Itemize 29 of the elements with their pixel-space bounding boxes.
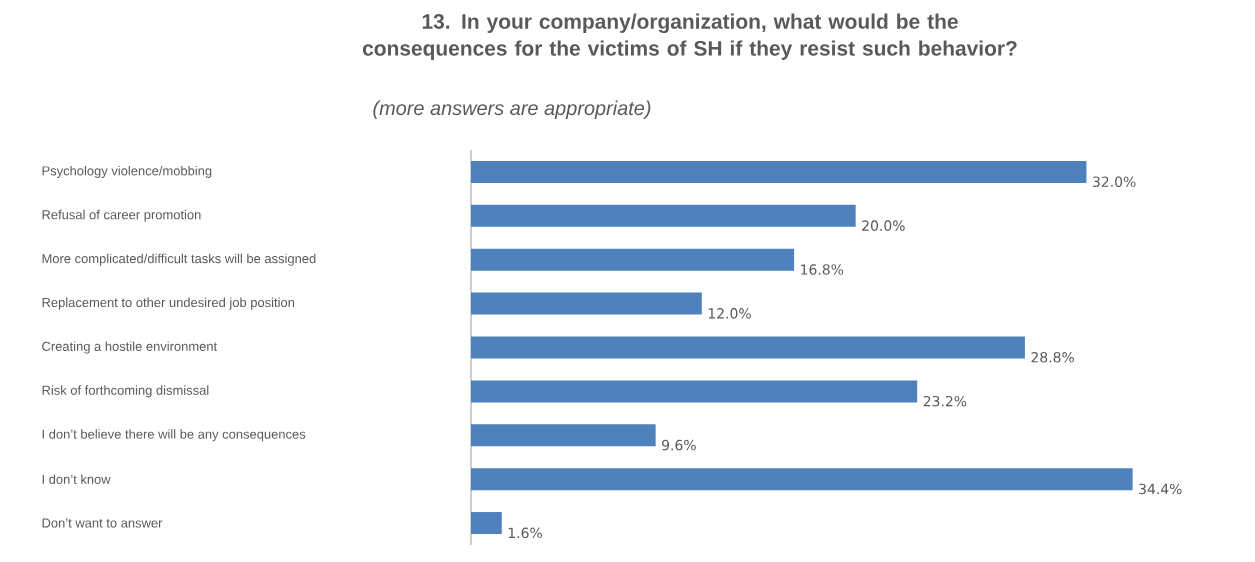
data-label: 1.6% xyxy=(508,527,542,539)
bar xyxy=(471,336,1025,359)
y-tick-label: I don’t know xyxy=(42,474,111,484)
y-tick-label: I don’t believe there will be any consequences xyxy=(42,429,306,442)
bar xyxy=(471,468,1133,491)
data-label: 23.2% xyxy=(923,395,967,407)
data-label: 28.8% xyxy=(1031,352,1074,363)
y-tick-label: Psychology violence/mobbing xyxy=(42,165,212,178)
data-label: 32.0% xyxy=(1093,176,1136,188)
data-label: 12.0% xyxy=(708,308,751,319)
bar xyxy=(471,380,918,403)
data-label: 9.6% xyxy=(662,439,696,451)
bar xyxy=(471,248,795,271)
bar xyxy=(471,204,856,227)
y-tick-label: Refusal of career promotion xyxy=(42,209,201,222)
y-tick-label: Replacement to other undesired job position xyxy=(42,297,295,310)
bar xyxy=(471,512,502,535)
data-label: 16.8% xyxy=(801,264,844,275)
data-label: 20.0% xyxy=(862,220,905,231)
bar xyxy=(471,424,656,447)
y-tick-label: Risk of forthcoming dismissal xyxy=(42,385,209,398)
data-label: 34.4% xyxy=(1139,483,1182,495)
bar xyxy=(471,292,702,315)
bar xyxy=(471,160,1087,183)
y-tick-label: Creating a hostile environment xyxy=(42,341,218,354)
y-tick-label: More complicated/difficult tasks will be assigned xyxy=(42,253,316,266)
chart-title: 13. In your company/organization, what would be the consequences for the victims of SH if they resist such behavior? xyxy=(362,13,1017,60)
chart-subtitle: (more answers are appropriate) xyxy=(373,100,651,120)
y-tick-label: Don’t want to answer xyxy=(42,518,163,528)
